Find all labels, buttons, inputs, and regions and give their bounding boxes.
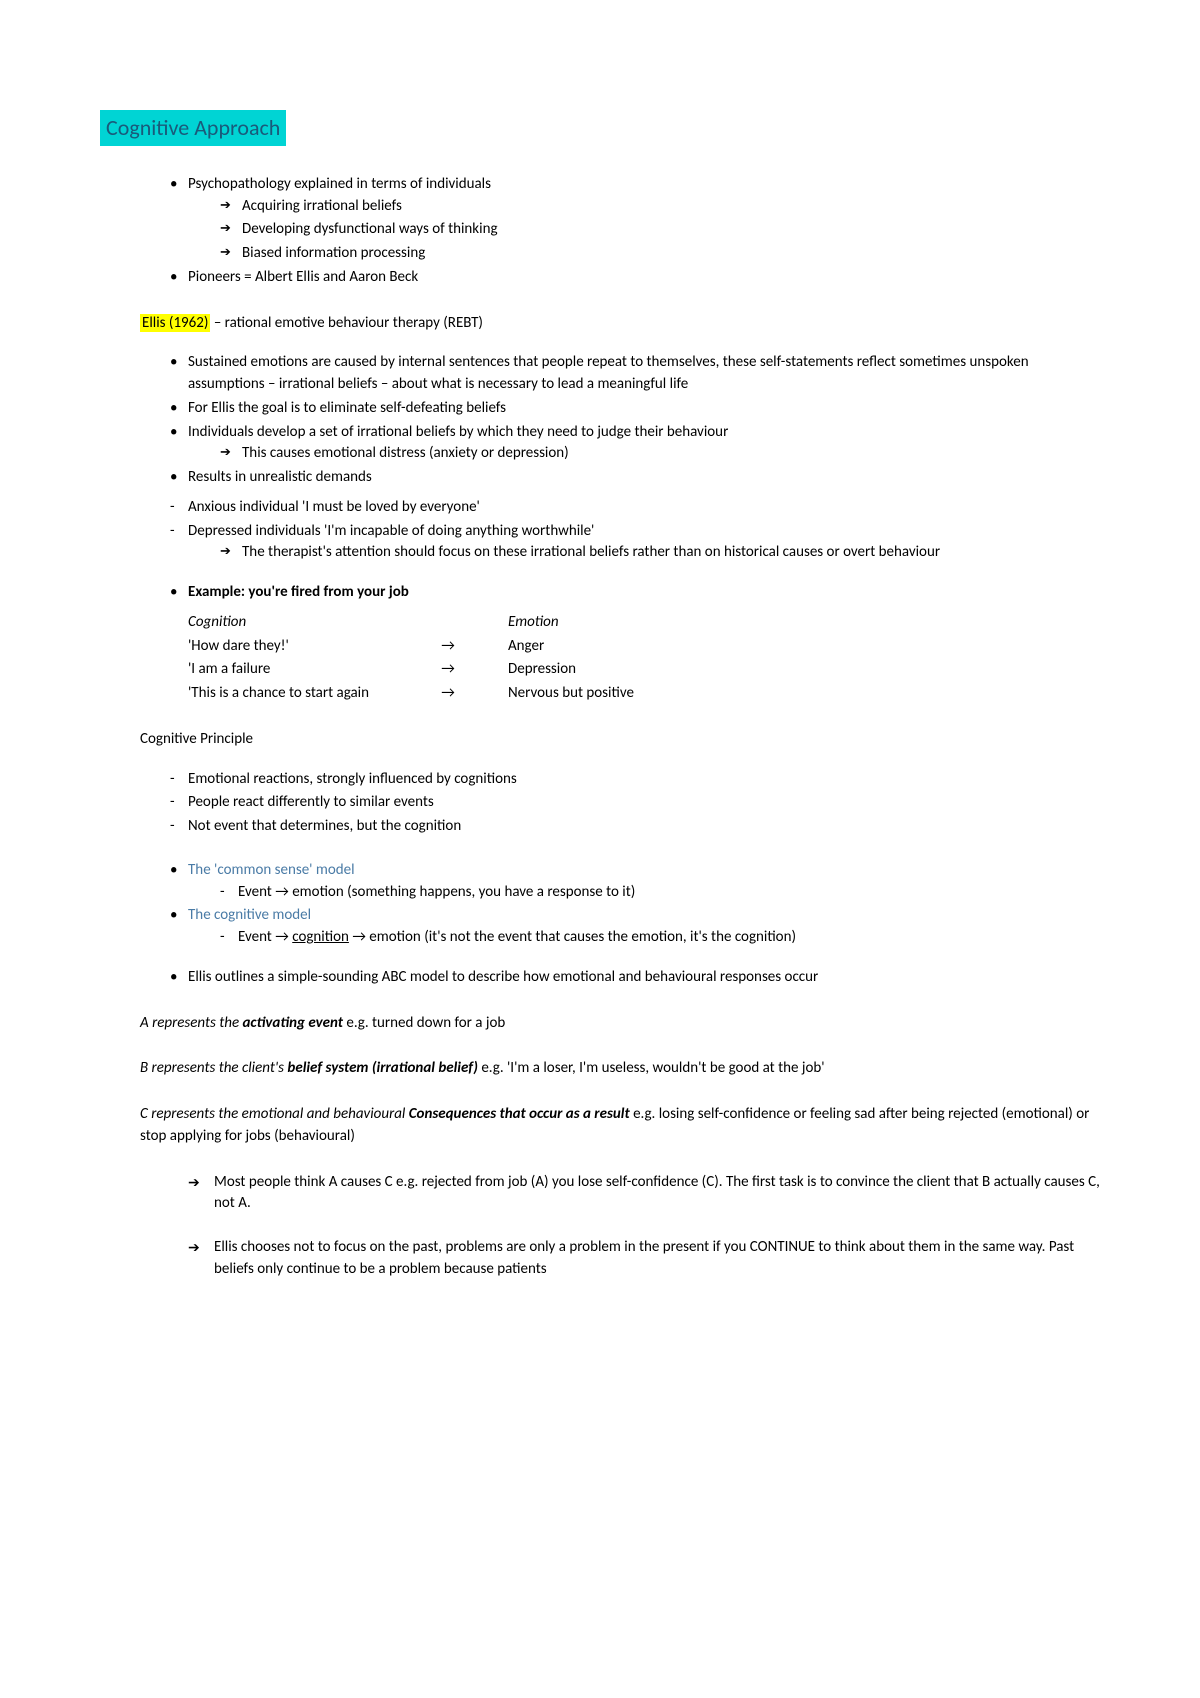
- abc-a: A represents the activating event e.g. t…: [100, 1013, 1100, 1035]
- text: Depressed individuals 'I'm incapable of …: [188, 522, 594, 540]
- model-detail: Event → emotion (something happens, you …: [220, 882, 1100, 904]
- intro-bullet: Psychopathology explained in terms of in…: [170, 174, 1100, 265]
- model-bullet: The cognitive model Event → cognition → …: [170, 905, 1100, 949]
- model-label: The 'common sense' model: [188, 861, 355, 879]
- ellis-arrow: This causes emotional distress (anxiety …: [220, 443, 1100, 465]
- table-header-cognition: Cognition: [188, 612, 418, 634]
- table-cell: Nervous but positive: [478, 683, 634, 705]
- text: Individuals develop a set of irrational …: [188, 423, 728, 441]
- principle-dash: People react differently to similar even…: [170, 792, 1100, 814]
- table-cell: 'How dare they!': [188, 636, 418, 658]
- ellis-rest: – rational emotive behaviour therapy (RE…: [210, 314, 483, 332]
- intro-arrow: Acquiring irrational beliefs: [220, 196, 1100, 218]
- ellis-point: Sustained emotions are caused by interna…: [170, 352, 1100, 396]
- principle-section: Emotional reactions, strongly influenced…: [100, 769, 1100, 989]
- table-cell: Depression: [478, 659, 576, 681]
- ellis-dash: Anxious individual 'I must be loved by e…: [170, 497, 1100, 519]
- abc-b: B represents the client's belief system …: [100, 1058, 1100, 1080]
- intro-section: Psychopathology explained in terms of in…: [100, 174, 1100, 289]
- intro-arrow: Developing dysfunctional ways of thinkin…: [220, 219, 1100, 241]
- abc-c: C represents the emotional and behaviour…: [100, 1104, 1100, 1148]
- arrow-icon: →: [418, 683, 478, 705]
- table-cell: 'This is a chance to start again: [188, 683, 418, 705]
- conclusion-block: Most people think A causes C e.g. reject…: [100, 1172, 1100, 1281]
- ellis-section: Sustained emotions are caused by interna…: [100, 352, 1100, 705]
- model-bullet: The 'common sense' model Event → emotion…: [170, 860, 1100, 904]
- table-cell: 'I am a failure: [188, 659, 418, 681]
- table-cell: Anger: [478, 636, 544, 658]
- ellis-heading: Ellis (1962) – rational emotive behaviou…: [100, 313, 1100, 335]
- conclusion-point: Most people think A causes C e.g. reject…: [188, 1172, 1100, 1216]
- example-heading: Example: you're fired from your job: [170, 582, 1100, 604]
- arrow-icon: →: [352, 928, 366, 946]
- text: Psychopathology explained in terms of in…: [188, 175, 491, 193]
- abc-intro: Ellis outlines a simple-sounding ABC mod…: [170, 967, 1100, 989]
- principle-dash: Not event that determines, but the cogni…: [170, 816, 1100, 838]
- arrow-icon: →: [418, 659, 478, 681]
- model-label: The cognitive model: [188, 906, 311, 924]
- cognition-emotion-table: Cognition Emotion 'How dare they!' → Ang…: [100, 612, 1100, 705]
- ellis-arrow: The therapist's attention should focus o…: [220, 542, 1100, 564]
- model-detail: Event → cognition → emotion (it's not th…: [220, 927, 1100, 949]
- intro-arrow: Biased information processing: [220, 243, 1100, 265]
- ellis-label: Ellis (1962): [140, 314, 210, 332]
- conclusion-point: Ellis chooses not to focus on the past, …: [188, 1237, 1100, 1281]
- ellis-point: Results in unrealistic demands: [170, 467, 1100, 489]
- intro-bullet: Pioneers = Albert Ellis and Aaron Beck: [170, 267, 1100, 289]
- arrow-icon: →: [275, 928, 289, 946]
- ellis-dash: Depressed individuals 'I'm incapable of …: [170, 521, 1100, 565]
- cognitive-principle-heading: Cognitive Principle: [100, 729, 1100, 751]
- ellis-point: For Ellis the goal is to eliminate self-…: [170, 398, 1100, 420]
- ellis-point: Individuals develop a set of irrational …: [170, 422, 1100, 466]
- principle-dash: Emotional reactions, strongly influenced…: [170, 769, 1100, 791]
- arrow-icon: →: [418, 636, 478, 658]
- page-title: Cognitive Approach: [100, 110, 286, 146]
- arrow-icon: →: [275, 883, 289, 901]
- table-header-emotion: Emotion: [478, 612, 559, 634]
